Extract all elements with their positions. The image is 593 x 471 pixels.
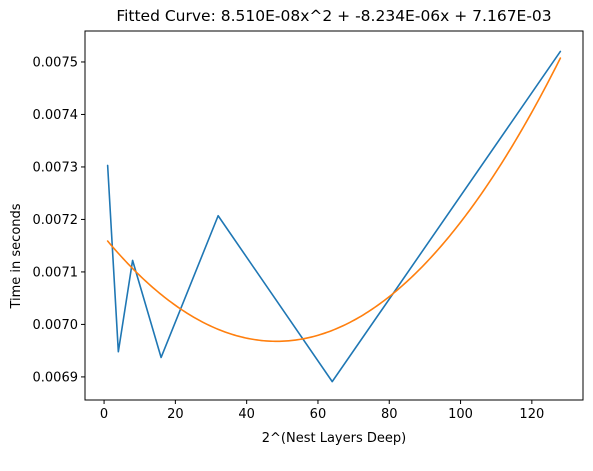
x-tick-label: 0 [100,407,108,422]
x-tick-label: 40 [238,407,255,422]
measured-series-line [106,50,562,383]
y-tick-label: 0.0069 [33,370,79,385]
y-tick-label: 0.0074 [33,108,79,123]
x-tick-label: 120 [519,407,544,422]
x-tick-label: 80 [381,407,398,422]
x-tick-label: 60 [310,407,327,422]
chart-title: Fitted Curve: 8.510E-08x^2 + -8.234E-06x… [116,7,551,25]
x-tick-label: 20 [167,407,184,422]
y-tick-label: 0.0073 [33,160,79,175]
y-axis-ticks: 0.0069 0.0070 0.0071 0.0072 0.0073 0.0074 0.00… [33,55,85,385]
x-axis-label: 2^(Nest Layers Deep) [262,431,406,446]
y-tick-label: 0.0075 [33,55,79,70]
plot-area [106,50,562,383]
y-tick-label: 0.0070 [33,318,79,333]
fitted-curve-line [106,57,562,343]
axes-frame [84,30,584,401]
y-axis-label: Time in seconds [9,203,24,309]
y-tick-label: 0.0072 [33,213,79,228]
x-tick-label: 100 [448,407,473,422]
x-axis-ticks: 0 20 40 60 80 100 120 [100,400,544,422]
y-tick-label: 0.0071 [33,265,79,280]
